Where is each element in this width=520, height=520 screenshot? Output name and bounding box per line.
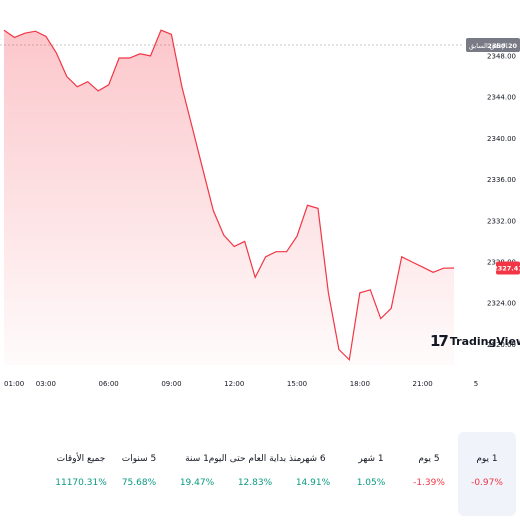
x-tick-label: 12:00 xyxy=(224,380,244,388)
x-tick-label: 5 xyxy=(474,380,478,388)
period-change: -0.97% xyxy=(471,478,503,488)
y-tick-label: 2336.00 xyxy=(487,176,516,184)
y-tick-label: 2348.00 xyxy=(487,52,516,60)
period-change: 11170.31% xyxy=(55,478,107,488)
period-item[interactable]: 1 يوم -0.97% xyxy=(458,432,516,516)
period-item[interactable]: 5 سنوات 75.68% xyxy=(110,432,168,516)
price-area-fill xyxy=(4,30,454,365)
last-price-value: 2327.41 xyxy=(493,264,520,272)
prev-close-value: 2350.20 xyxy=(487,42,517,50)
tradingview-logo[interactable]: 17 TradingView xyxy=(430,332,520,350)
period-label: 5 يوم xyxy=(418,454,440,464)
period-label: جميع الأوقات xyxy=(56,454,106,464)
period-change: -1.39% xyxy=(413,478,445,488)
y-tick-label: 2344.00 xyxy=(487,94,516,102)
prev-close-label: الإغلاق السابق xyxy=(469,42,508,50)
x-tick-label: 21:00 xyxy=(413,380,433,388)
x-tick-label: 15:00 xyxy=(287,380,307,388)
x-tick-label: 18:00 xyxy=(350,380,370,388)
price-line xyxy=(3,29,455,362)
x-tick-label: 06:00 xyxy=(99,380,119,388)
period-change: 12.83% xyxy=(237,478,273,488)
price-chart[interactable]: 2348.002344.002340.002336.002332.002328.… xyxy=(0,0,520,400)
last-price-badge: 2327.41 xyxy=(493,261,520,275)
y-tick-label: 2320.00 xyxy=(487,341,516,349)
period-selector: 1 يوم -0.97% 5 يوم -1.39% 1 شهر 1.05% 6 شهر 14.… xyxy=(0,432,520,520)
x-tick-label: 03:00 xyxy=(36,380,56,388)
period-change: 1.05% xyxy=(356,478,386,488)
period-change: 19.47% xyxy=(179,478,215,488)
tradingview-mark-icon: 17 xyxy=(430,332,449,350)
period-change: 14.91% xyxy=(295,478,331,488)
period-label: 6 شهر xyxy=(300,454,326,464)
period-label: 1 يوم xyxy=(476,454,498,464)
x-tick-label: 01:00 xyxy=(4,380,24,388)
x-tick-label: 09:00 xyxy=(161,380,181,388)
y-axis: 2348.002344.002340.002336.002332.002328.… xyxy=(487,52,516,348)
price-chart-svg[interactable]: 2348.002344.002340.002336.002332.002328.… xyxy=(0,0,520,400)
period-item[interactable]: جميع الأوقات 11170.31% xyxy=(52,432,110,516)
x-axis: 01:00 03:00 06:00 09:00 12:00 15:00 18:00 21:00… xyxy=(4,380,478,388)
prev-close-badge: الإغلاق السابق 2350.20 xyxy=(466,38,520,52)
period-change: 75.68% xyxy=(121,478,157,488)
period-item[interactable]: منذ بداية العام حتى اليوم 12.83% xyxy=(209,432,302,516)
period-label: 1 شهر xyxy=(358,454,384,464)
period-item[interactable]: 1 شهر 1.05% xyxy=(342,432,400,516)
y-tick-label: 2340.00 xyxy=(487,135,516,143)
period-label: 5 سنوات xyxy=(121,454,157,464)
period-label: 1 سنة xyxy=(185,454,209,464)
tradingview-logo-text: TradingView xyxy=(449,334,520,348)
period-item[interactable]: 1 سنة 19.47% xyxy=(168,432,226,516)
y-tick-label: 2324.00 xyxy=(487,300,516,308)
period-label: منذ بداية العام حتى اليوم xyxy=(208,454,302,464)
y-tick-label: 2332.00 xyxy=(487,217,516,225)
period-item[interactable]: 5 يوم -1.39% xyxy=(400,432,458,516)
period-item[interactable]: 6 شهر 14.91% xyxy=(284,432,342,516)
